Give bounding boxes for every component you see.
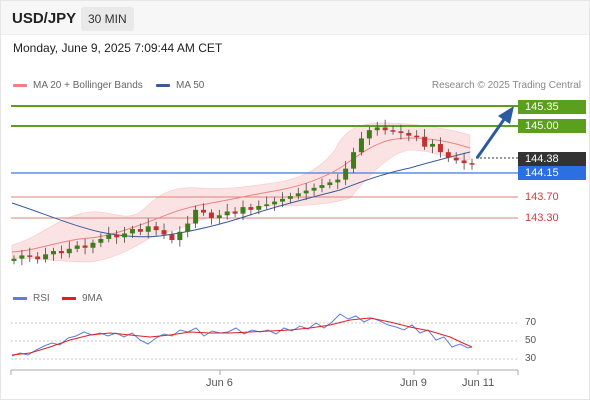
ma50-swatch (156, 84, 170, 87)
candle-body (461, 160, 467, 164)
candle-body (311, 187, 317, 191)
credit-text: Research © 2025 Trading Central (431, 80, 581, 91)
candle-body (398, 131, 404, 133)
candle-body (303, 190, 309, 194)
price-label-resistance-1: 145.00 (518, 119, 586, 133)
candlestick-series (11, 119, 475, 266)
x-tick-label: Jun 9 (400, 377, 427, 389)
ma20-line (11, 137, 471, 253)
candle-body (366, 130, 372, 139)
candle-body (453, 157, 459, 161)
bollinger-band (11, 122, 471, 263)
candle-body (216, 215, 222, 219)
rsi-line (11, 313, 473, 357)
symbol-title: USD/JPY (12, 10, 77, 27)
candle-body (272, 201, 278, 205)
candle-body (66, 248, 72, 254)
x-tick-label: Jun 6 (206, 377, 233, 389)
candle-body (137, 229, 143, 232)
candle-body (232, 211, 238, 214)
candle-body (161, 230, 167, 235)
price-label-support-2: 143.30 (525, 212, 559, 224)
candle-body (90, 242, 96, 248)
price-label-last: 144.38 (518, 152, 586, 166)
ma50-line (11, 151, 471, 238)
candle-body (43, 254, 49, 260)
candle-body (122, 233, 128, 238)
candle-body (193, 209, 199, 224)
candle-body (382, 127, 388, 131)
timestamp: Monday, June 9, 2025 7:09:44 AM CET (13, 41, 223, 55)
candle-body (327, 182, 333, 186)
candle-body (19, 255, 25, 259)
candle-body (11, 258, 17, 261)
candle-body (153, 226, 159, 231)
rsi-swatch (13, 297, 27, 300)
price-label-resistance-2: 145.35 (518, 100, 586, 114)
candle-body (430, 143, 436, 147)
candle-body (129, 229, 135, 234)
candle-body (224, 211, 230, 216)
candle-body (58, 251, 64, 254)
legend-label: 9MA (82, 293, 103, 304)
legend-item-rsi: RSI (13, 293, 50, 304)
candle-body (445, 152, 451, 158)
candle-body (335, 179, 341, 183)
legend-label: MA 20 + Bollinger Bands (33, 80, 143, 91)
candle-body (98, 238, 104, 243)
candle-body (106, 234, 112, 239)
candle-body (256, 205, 262, 210)
candle-body (374, 127, 380, 131)
legend-item-ma20: MA 20 + Bollinger Bands (13, 80, 143, 91)
candle-body (343, 168, 349, 180)
candle-body (185, 223, 191, 232)
candle-body (248, 207, 254, 210)
ma20-swatch (13, 84, 27, 87)
candle-body (177, 231, 183, 241)
price-label-pivot: 144.15 (518, 166, 586, 180)
price-label-support-1: 143.70 (525, 191, 559, 203)
candle-body (414, 135, 420, 138)
candle-body (145, 226, 151, 232)
candle-body (240, 207, 246, 214)
candle-body (295, 193, 301, 197)
header-bar: USD/JPY 30 MIN (1, 1, 589, 35)
candle-body (422, 136, 428, 147)
candle-body (358, 138, 364, 153)
legend-label: RSI (33, 293, 50, 304)
legend-item-ma50: MA 50 (156, 80, 204, 91)
candle-body (469, 163, 475, 165)
candle-body (279, 198, 285, 202)
candle-body (437, 143, 443, 153)
candle-body (169, 234, 175, 241)
rsi-tick-label: 70 (525, 317, 537, 328)
candle-body (406, 132, 412, 136)
rsi-tick-label: 50 (525, 335, 537, 346)
candle-body (287, 196, 293, 199)
timeframe-badge[interactable]: 30 MIN (81, 7, 134, 31)
candle-body (74, 245, 80, 249)
projection-arrow (475, 117, 507, 159)
candle-body (27, 255, 33, 257)
rsi-ma-line (11, 317, 473, 356)
candle-body (264, 204, 270, 206)
candle-body (319, 185, 325, 188)
9ma-swatch (62, 297, 76, 300)
arrow-head-icon (498, 106, 514, 124)
candle-body (35, 256, 41, 260)
candle-body (351, 152, 357, 169)
candle-body (208, 212, 214, 219)
candle-body (82, 245, 88, 248)
candle-body (390, 130, 396, 132)
candle-body (114, 234, 120, 238)
candle-body (201, 209, 207, 213)
rsi-tick-label: 30 (525, 353, 537, 364)
legend-item-9ma: 9MA (62, 293, 103, 304)
candle-body (50, 251, 56, 255)
x-tick-label: Jun 11 (462, 377, 495, 389)
legend-label: MA 50 (176, 80, 205, 91)
